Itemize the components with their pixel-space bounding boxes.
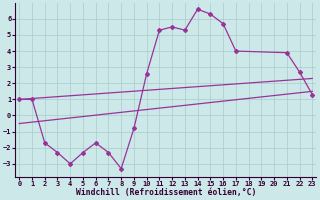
X-axis label: Windchill (Refroidissement éolien,°C): Windchill (Refroidissement éolien,°C): [76, 188, 256, 197]
